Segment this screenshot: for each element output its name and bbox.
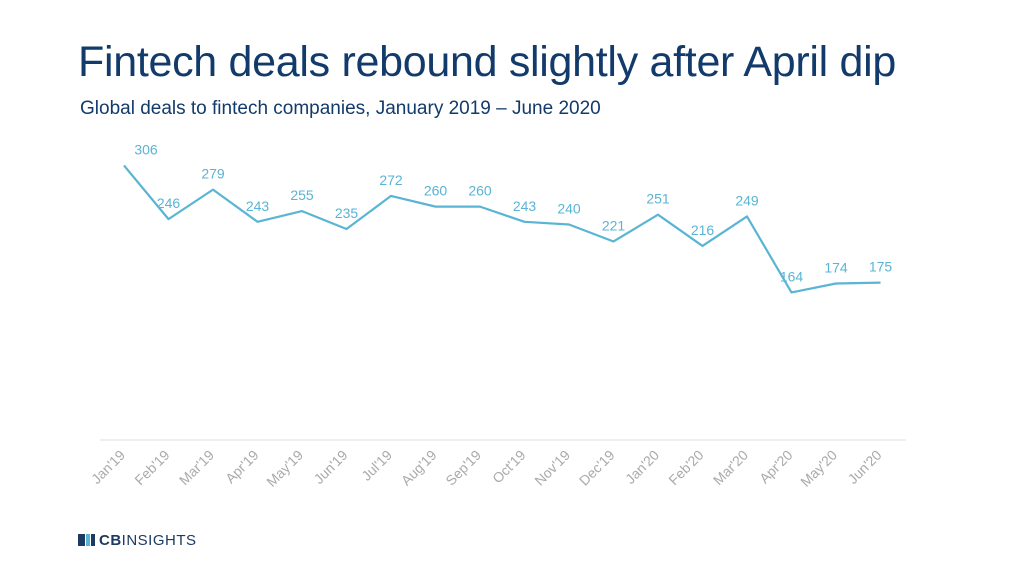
data-label: 246 xyxy=(157,195,181,211)
x-tick-label: Mar'20 xyxy=(710,447,751,488)
data-labels: 306 246 279 243 255 235 272 260 260 243 240 221 251 2… xyxy=(134,142,892,285)
data-label: 164 xyxy=(780,268,804,284)
x-tick-label: May'19 xyxy=(263,447,306,490)
cb-insights-logo-icon xyxy=(78,534,95,546)
x-tick-labels: Jan'19 Feb'19 Mar'19 Apr'19 May'19 Jun'19 Jul'… xyxy=(88,447,885,490)
data-label: 306 xyxy=(134,142,158,158)
x-tick-label: Jun'20 xyxy=(844,447,884,487)
data-label: 235 xyxy=(335,205,359,221)
data-label: 272 xyxy=(379,172,403,188)
data-label: 240 xyxy=(557,201,581,217)
logo-text-insights: INSIGHTS xyxy=(121,531,197,549)
data-label: 216 xyxy=(691,222,715,238)
data-label: 221 xyxy=(602,217,626,233)
x-tick-label: Apr'19 xyxy=(222,447,262,487)
data-label: 255 xyxy=(290,187,314,203)
data-label: 243 xyxy=(246,198,270,214)
cb-insights-logo: CB INSIGHTS xyxy=(78,530,197,550)
logo-text-cb: CB xyxy=(99,531,122,549)
chart-subtitle: Global deals to fintech companies, Janua… xyxy=(80,98,601,119)
data-label: 175 xyxy=(869,259,893,275)
data-label: 249 xyxy=(735,192,759,208)
chart-title: Fintech deals rebound slightly after Apr… xyxy=(78,38,897,86)
x-tick-label: Mar'19 xyxy=(176,447,217,488)
data-label: 260 xyxy=(424,183,448,199)
series-line xyxy=(123,164,881,294)
data-label: 251 xyxy=(646,191,670,207)
data-label: 243 xyxy=(513,198,537,214)
data-label: 174 xyxy=(824,259,848,275)
x-tick-label: Jan'19 xyxy=(88,447,128,487)
data-label: 260 xyxy=(468,183,492,199)
x-tick-label: May'20 xyxy=(797,447,840,490)
data-label: 279 xyxy=(201,166,225,182)
x-tick-label: Apr'20 xyxy=(756,447,796,487)
x-tick-label: Oct'19 xyxy=(489,447,529,487)
x-tick-label: Feb'20 xyxy=(665,447,706,488)
x-tick-label: Jun'19 xyxy=(310,447,350,487)
x-tick-label: Dec'19 xyxy=(576,447,618,489)
x-tick-label: Nov'19 xyxy=(531,447,573,489)
x-tick-label: Jul'19 xyxy=(358,447,395,484)
x-tick-label: Sep'19 xyxy=(442,447,484,489)
x-tick-label: Feb'19 xyxy=(131,447,172,488)
x-tick-label: Jan'20 xyxy=(622,447,662,487)
x-tick-label: Aug'19 xyxy=(398,447,440,489)
